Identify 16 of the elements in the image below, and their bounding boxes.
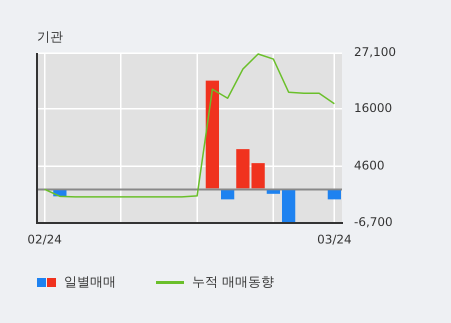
bar [206,80,220,188]
bar [328,190,342,200]
y-tick-label: 4600 [354,158,385,172]
y-tick-label: 27,100 [354,45,396,60]
bar [266,190,280,194]
y-tick-label: -6,700 [354,215,393,230]
x-tick-label: 02/24 [27,232,62,246]
chart-title: 기관 [37,29,63,46]
bar [220,190,234,200]
x-tick-label: 03/24 [317,232,352,246]
legend-label: 누적 매매동향 [192,274,274,291]
bar [282,190,296,222]
bar [236,149,250,188]
y-tick-label: 16000 [354,100,392,115]
legend-label: 일별매매 [64,274,116,291]
bar [251,163,265,188]
